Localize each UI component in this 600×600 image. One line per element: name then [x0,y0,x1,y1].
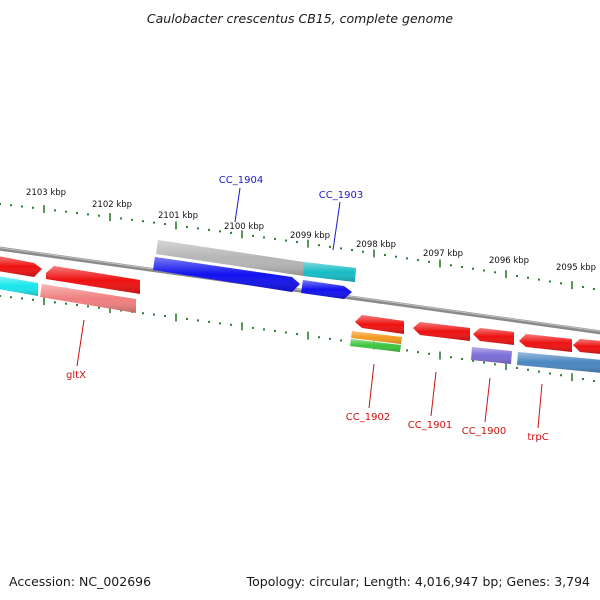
genome-backbone-highlight [0,247,600,332]
scale-label-2096: 2096 kbp [489,256,529,266]
gene-labels: CC_1904 CC_1903 gltX CC_1902 CC_1901 CC_… [66,175,549,443]
genome-backbone [0,246,600,335]
scale-label-2102: 2102 kbp [92,200,132,210]
scale-label-2098: 2098 kbp [356,240,396,250]
feature-reverse-steelblue[interactable] [517,352,600,373]
accession-text: Accession: NC_002696 [9,574,151,589]
feature-forward-blue-1[interactable] [153,257,300,292]
feature-reverse-red-5[interactable] [573,339,600,354]
feature-reverse-green[interactable] [350,339,401,352]
feature-forward-cyan-left[interactable] [0,276,38,296]
scale-label-2095: 2095 kbp [556,263,596,273]
map-title: Caulobacter crescentus CB15, complete ge… [147,11,453,26]
forward-features [0,240,356,299]
feature-forward-cyan-right[interactable] [303,262,356,282]
feature-forward-red-1[interactable] [0,256,42,277]
leader-cc-1904 [234,187,241,223]
leader-cc-1900 [484,377,491,423]
leader-cc-1902 [368,363,375,409]
gene-label-cc-1902[interactable]: CC_1902 [346,412,390,423]
feature-reverse-orange[interactable] [351,331,402,344]
leader-cc-1901 [430,371,437,417]
feature-reverse-red-2[interactable] [413,322,470,341]
gene-label-cc-1903[interactable]: CC_1903 [319,190,363,201]
feature-reverse-red-3[interactable] [473,328,514,345]
gene-label-cc-1900[interactable]: CC_1900 [462,426,506,437]
leader-cc-1903 [332,201,341,251]
gene-label-cc-1901[interactable]: CC_1901 [408,420,452,431]
scale-labels: 2103 kbp 2102 kbp 2101 kbp 2100 kbp 2099… [26,188,596,273]
label-leaders [76,187,543,429]
feature-reverse-purple[interactable] [471,347,512,364]
scale-label-2103: 2103 kbp [26,188,66,198]
feature-forward-blue-2[interactable] [301,280,352,299]
leader-gltx [76,319,85,367]
feature-forward-gray[interactable] [156,240,304,276]
feature-reverse-pink[interactable] [40,284,136,313]
feature-reverse-red-1[interactable] [355,315,404,334]
scale-label-2099: 2099 kbp [290,231,330,241]
gene-label-trpc[interactable]: trpC [527,432,548,443]
feature-reverse-red-4[interactable] [519,334,572,352]
reverse-features [40,284,600,373]
outer-scale-ticks [0,203,595,290]
topology-summary: Topology: circular; Length: 4,016,947 bp… [246,574,590,589]
leader-trpc [537,383,543,429]
gene-label-cc-1904[interactable]: CC_1904 [219,175,263,186]
scale-label-2101: 2101 kbp [158,211,198,221]
scale-label-2100: 2100 kbp [224,222,264,232]
feature-forward-red-2[interactable] [46,266,140,294]
scale-label-2097: 2097 kbp [423,249,463,259]
gene-label-gltx[interactable]: gltX [66,370,86,381]
